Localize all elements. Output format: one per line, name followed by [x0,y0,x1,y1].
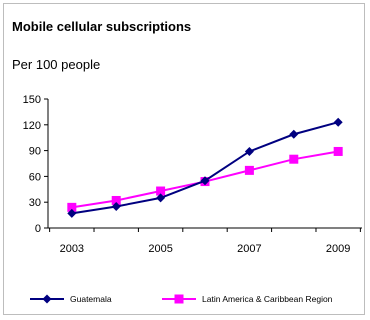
data-point-series-2 [111,195,121,205]
data-point-series-2 [333,146,343,156]
legend-label: Latin America & Caribbean Region [202,294,333,304]
data-point-series-1 [200,176,210,186]
data-point-series-2 [67,202,77,212]
chart-title: Mobile cellular subscriptions [12,19,192,34]
data-point-series-2 [156,186,166,196]
y-tick-label: 30 [29,197,41,209]
legend-marker [42,294,52,304]
data-point-series-2 [289,154,299,164]
x-tick-label: 2007 [237,243,261,255]
x-tick-label: 2003 [60,243,84,255]
y-tick-label: 0 [35,223,41,235]
y-tick-label: 120 [23,120,41,132]
data-point-series-1 [111,202,121,211]
y-tick-label: 150 [23,94,41,106]
data-point-series-1 [289,129,299,139]
legend-marker [174,294,184,304]
chart-subtitle: Per 100 people [12,57,101,72]
chart-frame [3,3,365,315]
x-tick-label: 2005 [148,243,172,255]
data-point-series-1 [67,208,77,218]
legend-label: Guatemala [70,294,112,304]
data-point-series-2 [244,165,254,175]
x-tick-label: 2009 [326,243,350,255]
data-point-series-1 [244,146,254,156]
y-tick-label: 90 [29,146,41,158]
data-point-series-1 [333,117,343,127]
y-tick-label: 60 [29,171,41,183]
data-point-series-1 [156,193,166,203]
